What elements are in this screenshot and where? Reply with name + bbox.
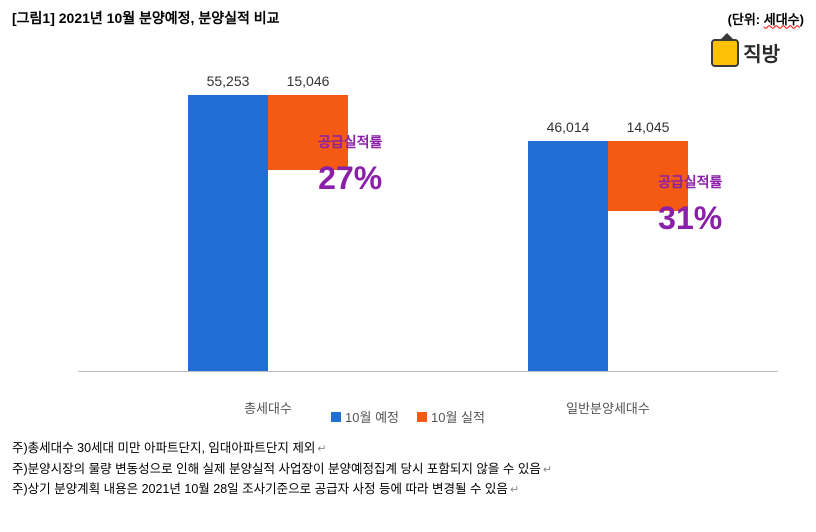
- legend-swatch: [417, 412, 427, 422]
- unit-wavy: 세대수: [764, 12, 800, 27]
- unit-suffix: ): [800, 12, 804, 27]
- supply-rate-box: 공급실적률 31%: [658, 172, 722, 237]
- bar-value-label: 14,045: [627, 119, 670, 135]
- supply-rate-title: 공급실적률: [318, 132, 382, 152]
- legend-label: 10월 실적: [431, 407, 485, 426]
- legend-label: 10월 예정: [345, 407, 399, 426]
- footnote-line: 주)총세대수 30세대 미만 아파트단지, 임대아파트단지 제외: [12, 438, 804, 459]
- bar-value-label: 46,014: [547, 119, 590, 135]
- bar-value-label: 55,253: [207, 73, 250, 89]
- bar: 55,253: [188, 95, 268, 371]
- bar-value-label: 15,046: [287, 73, 330, 89]
- brand-logo: 직방: [711, 38, 780, 67]
- chart-area: 직방 55,253 15,046 공급실적률 27% 46,014 14,045 공급실적률…: [28, 32, 788, 432]
- header-row: [그림1] 2021년 10월 분양예정, 분양실적 비교 (단위: 세대수): [12, 8, 804, 28]
- legend-swatch: [331, 412, 341, 422]
- chart-title: [그림1] 2021년 10월 분양예정, 분양실적 비교: [12, 8, 279, 28]
- legend-item: 10월 예정: [331, 407, 399, 426]
- legend-item: 10월 실적: [417, 407, 485, 426]
- supply-rate-title: 공급실적률: [658, 172, 722, 192]
- plot-area: 55,253 15,046 공급실적률 27% 46,014 14,045 공급실적률 31%: [78, 72, 778, 372]
- legend: 10월 예정 10월 실적: [28, 407, 788, 426]
- supply-rate-value: 31%: [658, 200, 722, 237]
- bar: 46,014: [528, 141, 608, 371]
- chart-unit: (단위: 세대수): [728, 9, 804, 28]
- supply-rate-value: 27%: [318, 160, 382, 197]
- unit-prefix: (단위:: [728, 12, 764, 27]
- house-icon: [711, 39, 739, 67]
- footnote-line: 주)분양시장의 물량 변동성으로 인해 실제 분양실적 사업장이 분양예정집계 …: [12, 459, 804, 480]
- logo-text: 직방: [743, 38, 780, 67]
- footnotes: 주)총세대수 30세대 미만 아파트단지, 임대아파트단지 제외주)분양시장의 …: [12, 438, 804, 500]
- footnote-line: 주)상기 분양계획 내용은 2021년 10월 28일 조사기준으로 공급자 사…: [12, 479, 804, 500]
- supply-rate-box: 공급실적률 27%: [318, 132, 382, 197]
